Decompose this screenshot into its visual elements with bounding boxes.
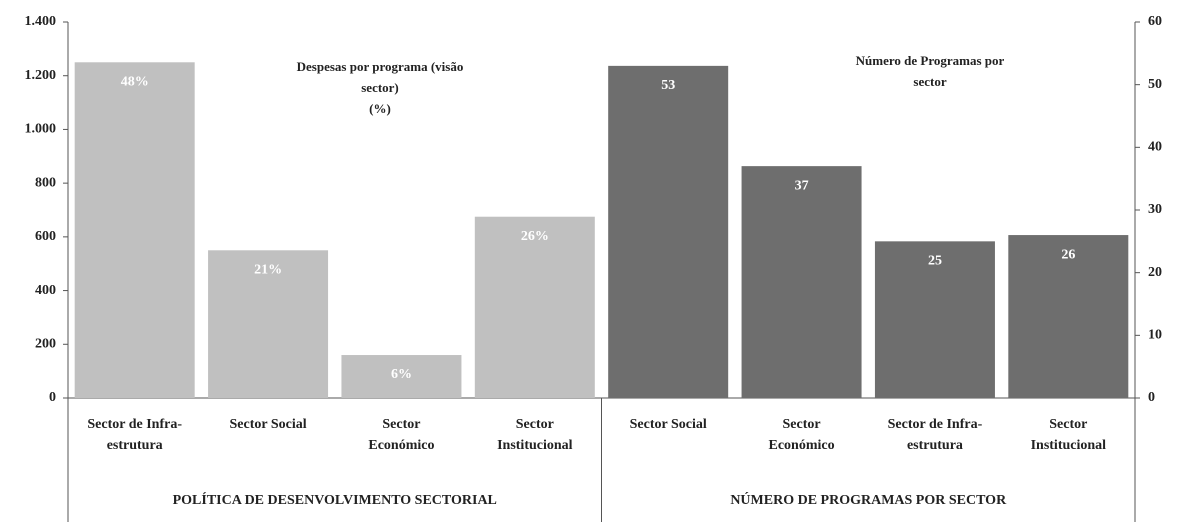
y2-tick-label: 10 xyxy=(1148,328,1162,343)
y2-tick-label: 60 xyxy=(1148,14,1162,29)
y-tick-label: 600 xyxy=(35,229,56,244)
y2-tick-label: 0 xyxy=(1148,390,1155,405)
x-tick-label: Sector Económico xyxy=(368,417,435,453)
series-annotation: Número de Programas por sector xyxy=(855,53,1005,89)
x-tick-label: Sector Económico xyxy=(768,417,835,453)
bar xyxy=(474,216,595,398)
bar xyxy=(1008,235,1129,398)
bar xyxy=(208,250,329,398)
y2-tick-label: 50 xyxy=(1148,77,1162,92)
y-tick-label: 1.000 xyxy=(25,122,57,137)
y-tick-label: 200 xyxy=(35,337,56,352)
y-tick-label: 1.200 xyxy=(25,68,57,83)
data-label: 25 xyxy=(928,254,942,269)
y2-tick-label: 40 xyxy=(1148,140,1162,155)
bar xyxy=(741,166,862,398)
y2-tick-label: 30 xyxy=(1148,202,1162,217)
x-tick-label: Sector Institucional xyxy=(497,417,573,453)
x-tick-label: Sector de Infra- estrutura xyxy=(887,417,983,453)
series-annotation: Despesas por programa (visão sector) (%) xyxy=(296,59,464,116)
group-label: NÚMERO DE PROGRAMAS POR SECTOR xyxy=(730,493,1007,508)
data-label: 48% xyxy=(121,75,149,90)
data-label: 6% xyxy=(391,367,412,382)
bar xyxy=(608,65,729,398)
data-label: 26% xyxy=(521,229,549,244)
group-label: POLÍTICA DE DESENVOLVIMENTO SECTORIAL xyxy=(172,493,497,508)
y-tick-label: 1.400 xyxy=(25,14,57,29)
x-tick-label: Sector Social xyxy=(629,417,707,432)
y-tick-label: 800 xyxy=(35,175,56,190)
bar xyxy=(74,62,195,399)
x-tick-label: Sector Social xyxy=(229,417,307,432)
data-label: 26 xyxy=(1061,247,1075,262)
data-label: 37 xyxy=(795,178,809,193)
y-tick-label: 0 xyxy=(49,390,56,405)
y-tick-label: 400 xyxy=(35,283,56,298)
data-label: 21% xyxy=(254,263,282,278)
bar xyxy=(874,241,995,398)
data-label: 53 xyxy=(661,78,675,93)
x-tick-label: Sector Institucional xyxy=(1030,417,1107,453)
bar xyxy=(341,355,462,398)
y2-tick-label: 20 xyxy=(1148,265,1162,280)
x-tick-label: Sector de Infra- estrutura xyxy=(87,417,182,453)
